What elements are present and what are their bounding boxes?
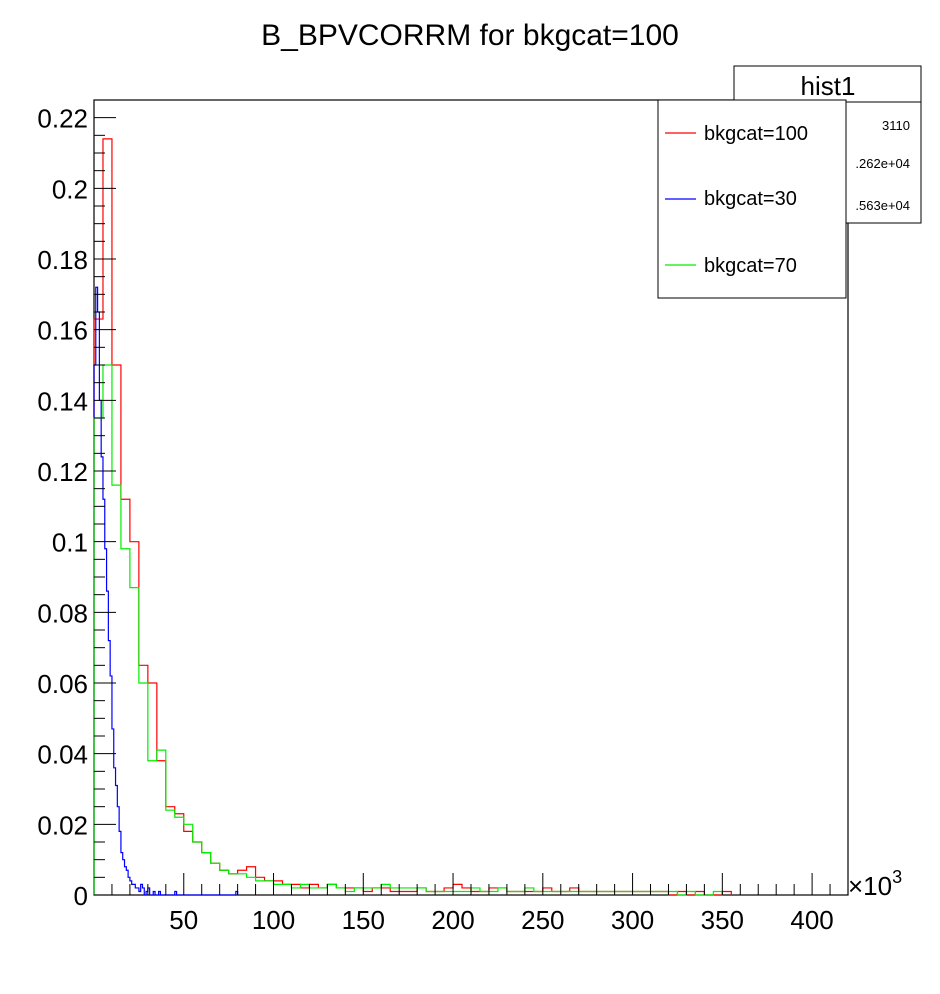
legend: bkgcat=100 bkgcat=30 bkgcat=70	[657, 99, 847, 299]
x-tick-label: 100	[252, 905, 295, 935]
series-line-bkgcat-70	[93, 364, 723, 896]
x-tick-label: 350	[701, 905, 744, 935]
stats-box-title: hist1	[801, 71, 856, 101]
y-tick-label: 0.16	[37, 316, 88, 346]
y-tick-label: 0.2	[52, 174, 88, 204]
y-tick-label: 0	[74, 881, 88, 911]
x-exponent-label: ×103	[848, 867, 902, 901]
axis-layer: 0 0.02 0.04 0.06 0.08 0.1 0.12 0.14 0.16 0.18 0.2 0…	[37, 99, 834, 935]
y-tick-label: 0.02	[37, 810, 88, 840]
y-tick-label: 0.18	[37, 245, 88, 275]
legend-label-bkgcat-30: bkgcat=30	[704, 188, 797, 210]
x-tick-label: 300	[611, 905, 654, 935]
x-tick-label: 250	[521, 905, 564, 935]
stats-value-entries: 3110	[882, 118, 910, 133]
chart-title: B_BPVCORRM for bkgcat=100	[261, 19, 679, 52]
y-tick-label: 0.22	[37, 104, 88, 134]
legend-label-bkgcat-100: bkgcat=100	[704, 123, 808, 145]
x-tick-label: 150	[342, 905, 385, 935]
y-tick-label: 0.06	[37, 669, 88, 699]
series-line-bkgcat-100	[93, 138, 732, 896]
x-tick-label: 50	[169, 905, 198, 935]
legend-label-bkgcat-70: bkgcat=70	[704, 255, 797, 277]
y-tick-label: 0.04	[37, 740, 88, 770]
y-tick-label: 0.1	[52, 528, 88, 558]
stats-value-stddev: .563e+04	[855, 198, 910, 213]
x-tick-label: 200	[431, 905, 474, 935]
y-tick-label: 0.14	[37, 386, 88, 416]
x-tick-label: 400	[790, 905, 833, 935]
y-tick-label: 0.08	[37, 598, 88, 628]
y-tick-label: 0.12	[37, 457, 88, 487]
series-layer	[93, 138, 732, 896]
stats-value-mean: .262e+04	[855, 156, 910, 171]
